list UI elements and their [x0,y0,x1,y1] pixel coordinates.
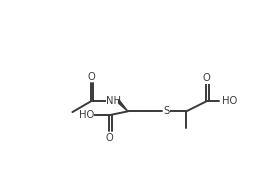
Text: O: O [105,133,113,143]
Polygon shape [119,99,128,111]
Text: HO: HO [222,96,237,106]
Text: O: O [87,72,95,82]
Text: S: S [163,106,170,116]
Text: NH: NH [106,96,121,106]
Text: HO: HO [79,110,94,120]
Text: O: O [202,73,210,83]
